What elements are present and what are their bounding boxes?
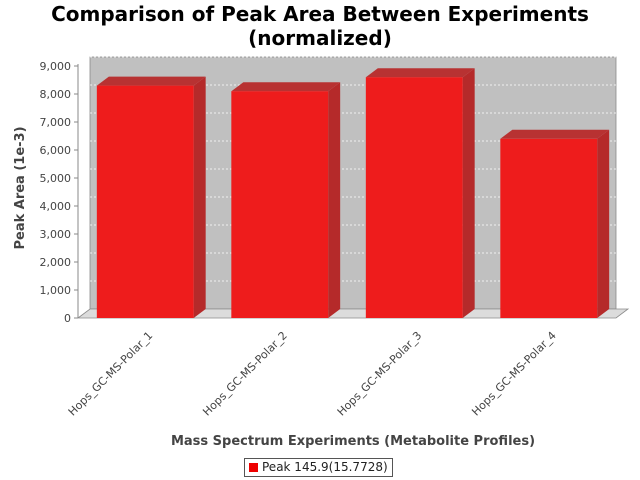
- y-tick-label: 1,000: [40, 284, 72, 297]
- y-tick-label: 7,000: [40, 116, 72, 129]
- y-tick-label: 6,000: [40, 144, 72, 157]
- legend: Peak 145.9(15.7728): [244, 458, 393, 477]
- x-axis-title: Mass Spectrum Experiments (Metabolite Pr…: [171, 434, 535, 449]
- bar: [365, 77, 463, 318]
- bar-side: [597, 129, 610, 318]
- legend-swatch: [249, 463, 258, 472]
- y-tick-label: 2,000: [40, 256, 72, 269]
- bar-side: [462, 68, 475, 318]
- bar: [231, 91, 329, 318]
- y-axis-title: Peak Area (1e-3): [13, 126, 28, 249]
- y-tick-label: 9,000: [40, 60, 72, 73]
- chart-title: Comparison of Peak Area Between Experime…: [0, 2, 640, 50]
- bar: [500, 138, 598, 318]
- x-tick-label: Hops_GC-MS-Polar_3: [335, 329, 425, 419]
- bar-top: [500, 129, 610, 139]
- x-tick-label: Hops_GC-MS-Polar_4: [469, 329, 559, 419]
- bar-side: [328, 82, 341, 318]
- y-tick-label: 3,000: [40, 228, 72, 241]
- x-tick-label: Hops_GC-MS-Polar_1: [66, 329, 156, 419]
- bar-side: [193, 76, 206, 318]
- x-tick-label: Hops_GC-MS-Polar_2: [200, 329, 290, 419]
- y-tick-label: 8,000: [40, 88, 72, 101]
- bar-top: [96, 76, 206, 86]
- bar: [96, 85, 194, 318]
- chart-title-line2: (normalized): [248, 26, 392, 50]
- legend-label: Peak 145.9(15.7728): [262, 460, 388, 474]
- chart-title-line1: Comparison of Peak Area Between Experime…: [51, 2, 589, 26]
- bar-top: [365, 68, 475, 78]
- bar-top: [231, 82, 341, 92]
- y-tick-label: 4,000: [40, 200, 72, 213]
- y-tick-label: 0: [64, 312, 71, 325]
- y-tick-label: 5,000: [40, 172, 72, 185]
